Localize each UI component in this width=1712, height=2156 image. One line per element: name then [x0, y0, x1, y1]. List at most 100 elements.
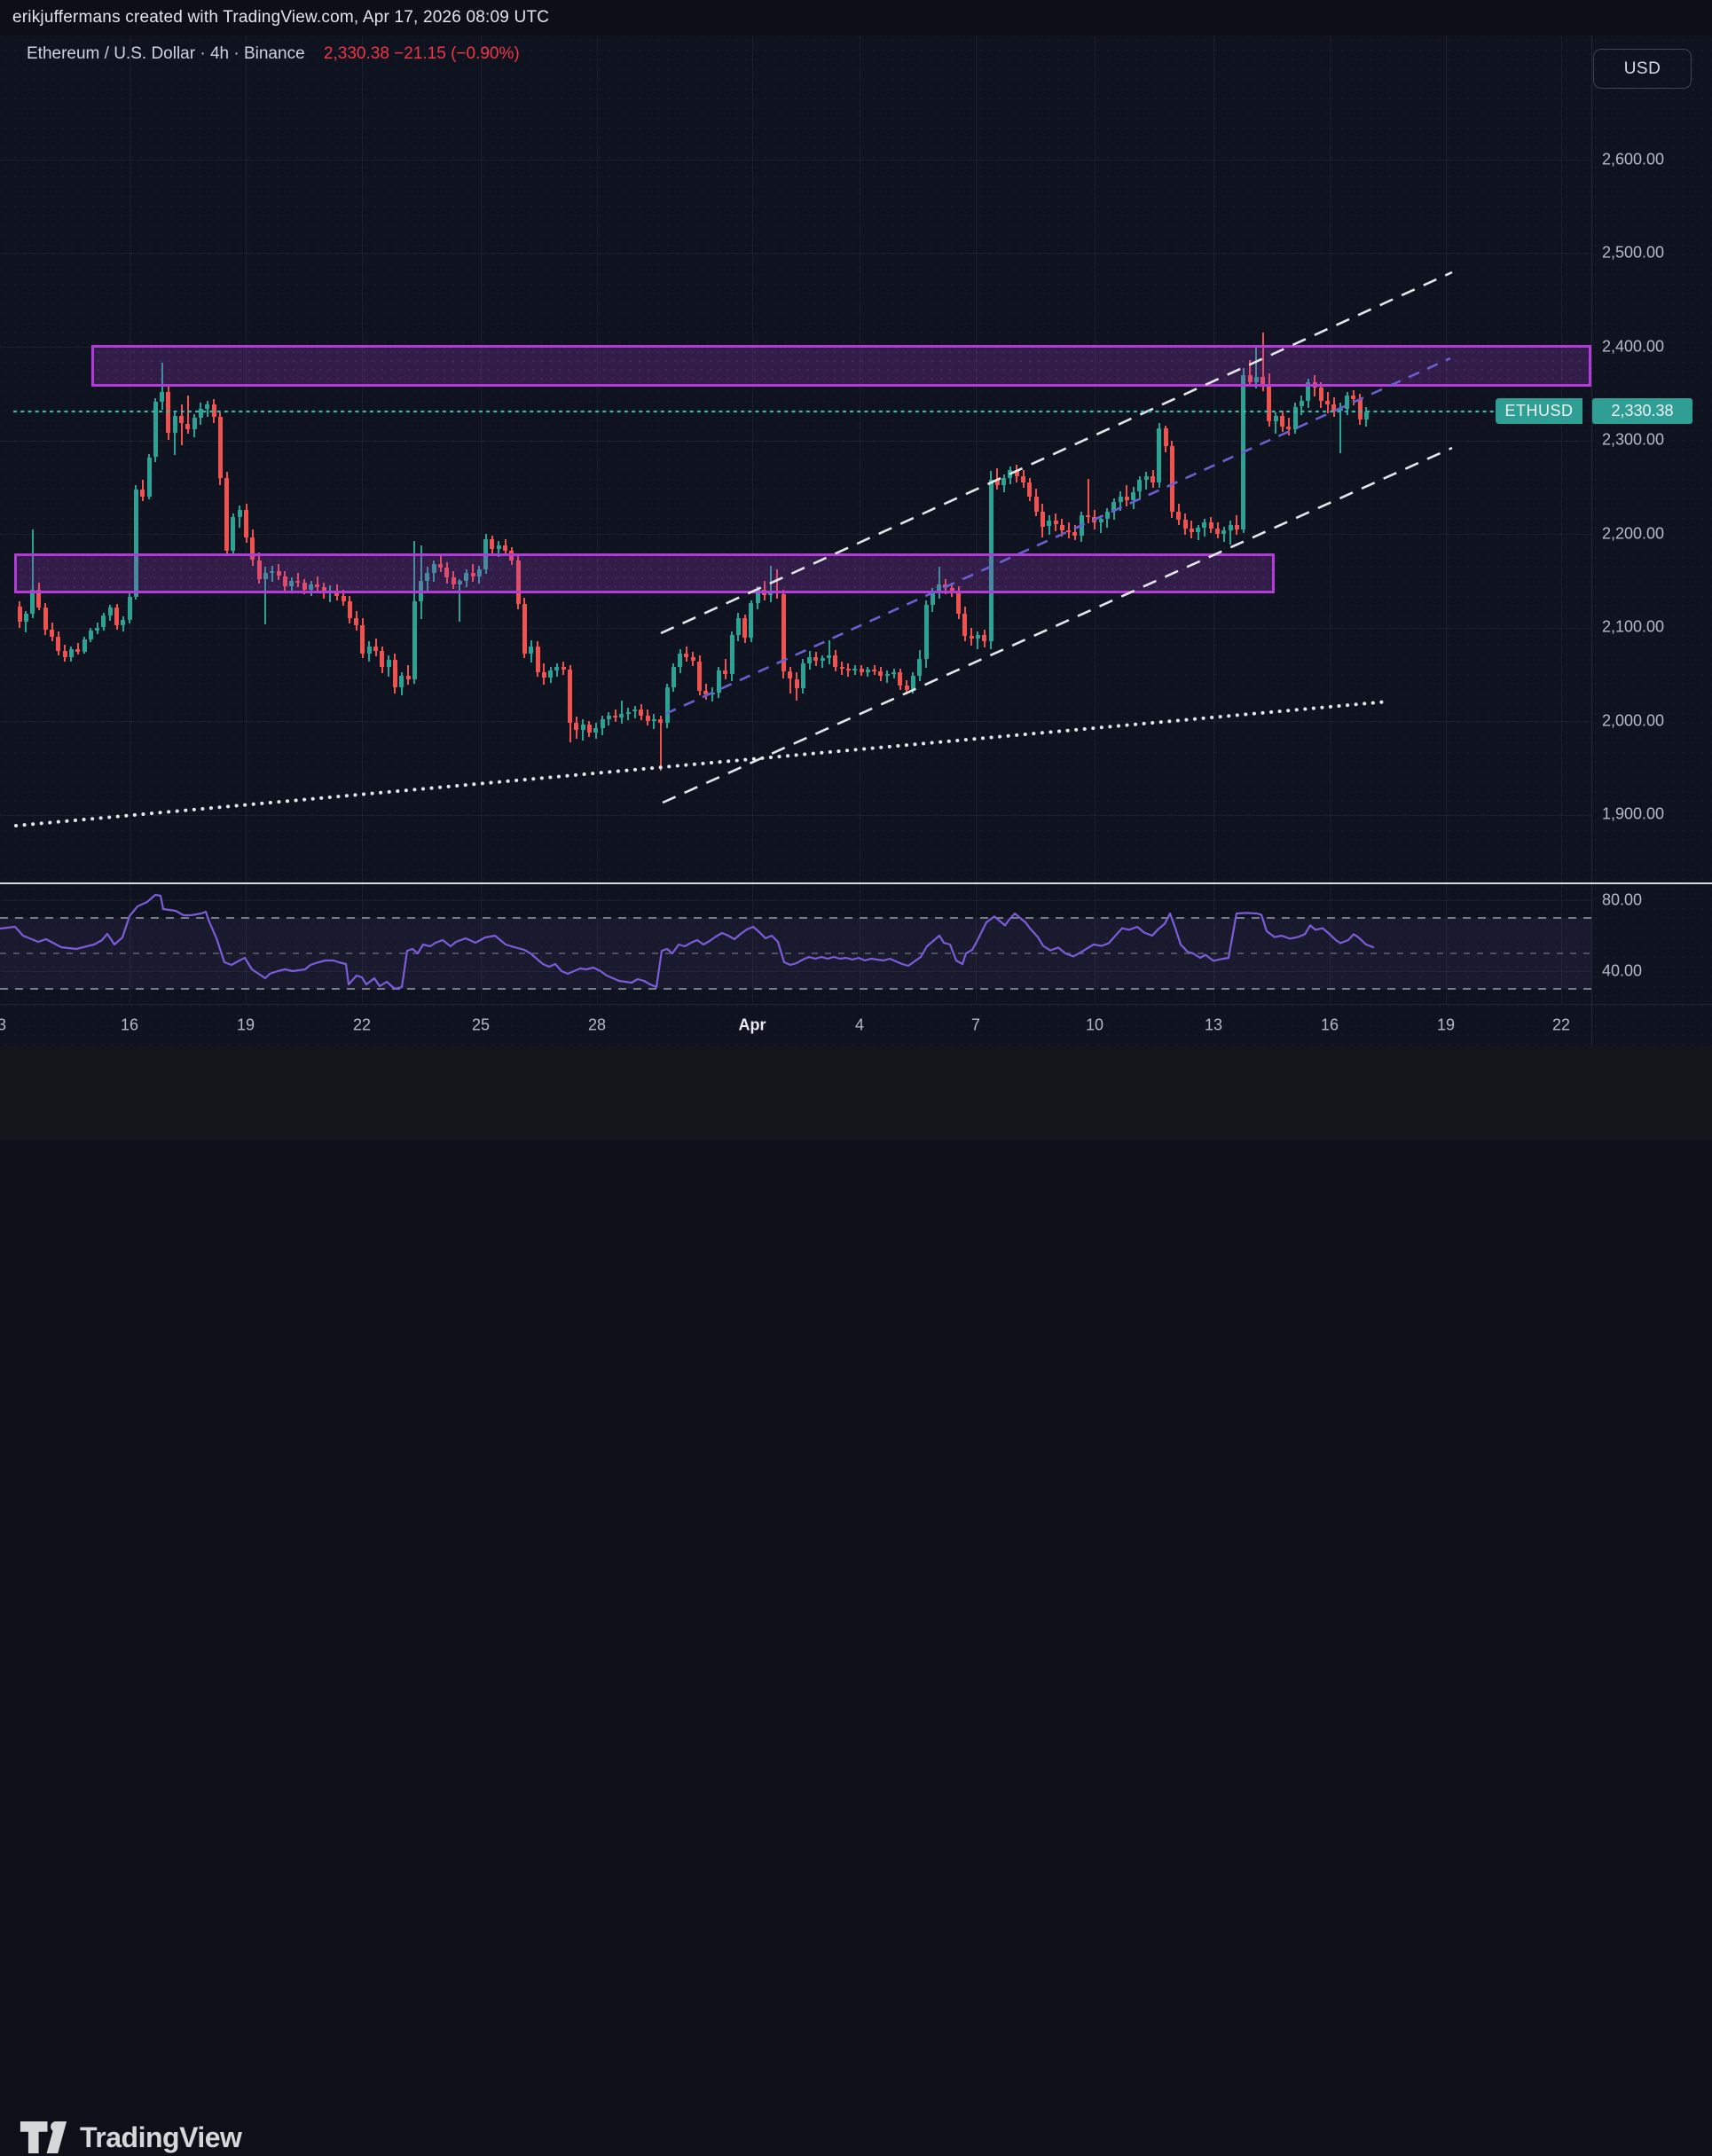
candle-body: [716, 670, 721, 694]
candle-body: [1092, 517, 1097, 523]
chart-canvas[interactable]: [0, 35, 1712, 1047]
candle-body: [586, 725, 592, 733]
candle-wick: [653, 713, 656, 730]
candle-body: [160, 391, 165, 403]
candle-wick: [296, 573, 299, 588]
candle-body: [807, 657, 813, 663]
supply-zone[interactable]: [91, 345, 1591, 387]
candle-body: [1033, 496, 1039, 512]
candle-body: [1215, 528, 1220, 534]
currency-usd-button[interactable]: USD: [1593, 49, 1692, 89]
candle-body: [1280, 416, 1284, 427]
candle-body: [671, 666, 676, 687]
candle-body: [619, 713, 624, 717]
candle-body: [982, 634, 987, 642]
rsi-axis-label: 40.00: [1602, 961, 1643, 980]
candle-body: [1131, 491, 1136, 500]
time-axis-label: Apr: [738, 1015, 766, 1034]
time-axis-label: 19: [1436, 1015, 1456, 1034]
rsi-axis-label: 80.00: [1602, 890, 1643, 909]
candle-body: [1169, 445, 1174, 512]
candle-body: [380, 650, 385, 667]
candle-wick: [633, 706, 636, 718]
candle-body: [962, 613, 968, 636]
candle-body: [923, 605, 929, 660]
candle-body: [729, 634, 734, 675]
candle-body: [1111, 502, 1117, 512]
candle-wick: [180, 404, 183, 445]
demand-zone[interactable]: [14, 553, 1275, 593]
candle-body: [1176, 511, 1182, 521]
candle-wick: [206, 401, 208, 418]
candle-body: [1027, 482, 1033, 497]
candle-body: [1286, 426, 1292, 429]
candle-wick: [472, 563, 474, 582]
time-axis-label: 4: [854, 1015, 865, 1034]
candle-body: [651, 718, 656, 721]
tradingview-logo-text: TradingView: [80, 2121, 242, 2153]
candle-body: [146, 457, 152, 497]
rsi-level-70-line: [0, 917, 1591, 919]
candle-body: [561, 666, 566, 670]
candle-body: [1351, 395, 1356, 400]
symbol-legend[interactable]: Ethereum / U.S. Dollar · 4h · Binance 2,…: [27, 44, 520, 64]
candle-body: [1163, 427, 1168, 446]
candle-body: [192, 418, 197, 429]
candle-body: [198, 408, 203, 419]
candle-body: [994, 479, 1000, 486]
candle-body: [217, 417, 223, 478]
candle-wick: [627, 708, 630, 720]
candle-body: [179, 416, 184, 424]
candle-body: [859, 668, 864, 673]
candle-body: [399, 676, 404, 688]
candle-body: [431, 563, 436, 574]
candle-body: [645, 715, 650, 721]
candle-body: [88, 630, 93, 640]
candle-wick: [620, 700, 623, 725]
candle-body: [910, 676, 915, 691]
price-axis-border: [1591, 35, 1592, 1047]
candle-body: [1008, 470, 1013, 478]
tradingview-logo[interactable]: TradingView: [20, 2119, 242, 2156]
candle-body: [845, 668, 851, 670]
candle-body: [490, 539, 495, 549]
candle-wick: [264, 566, 267, 625]
candle-body: [30, 590, 35, 614]
price-axis-label: 2,000.00: [1602, 711, 1665, 730]
candle-wick: [977, 631, 979, 649]
candle-body: [412, 601, 417, 679]
gridline-vertical: [1446, 35, 1447, 1004]
gridline-vertical: [481, 35, 482, 1004]
gridline-vertical: [1561, 35, 1562, 1004]
price-axis-label: 1,900.00: [1602, 804, 1665, 823]
candle-body: [541, 672, 546, 678]
candle-body: [1104, 511, 1110, 520]
rsi-level-50-line: [0, 953, 1591, 954]
candle-body: [1157, 427, 1162, 482]
candle-body: [464, 573, 469, 581]
candle-body: [781, 593, 786, 672]
candle-body: [185, 423, 191, 429]
candle-body: [574, 723, 579, 731]
candle-wick: [407, 664, 409, 685]
symbol-description[interactable]: Ethereum / U.S. Dollar · 4h · Binance: [27, 44, 305, 63]
pane-separator[interactable]: [0, 882, 1712, 884]
candle-wick: [886, 670, 889, 683]
candle-body: [95, 627, 100, 631]
candle-body: [82, 639, 87, 652]
candle-body: [878, 671, 883, 677]
candle-body: [1241, 374, 1246, 529]
candle-body: [522, 604, 527, 654]
candle-body: [820, 658, 825, 662]
candle-wick: [659, 715, 662, 771]
time-axis-label: 22: [1551, 1015, 1571, 1034]
candle-body: [75, 648, 81, 652]
gridline-horizontal: [0, 721, 1591, 722]
candle-body: [444, 568, 450, 577]
time-axis-label: 28: [587, 1015, 607, 1034]
current-price-tag-value: 2,330.38: [1592, 398, 1692, 424]
candle-body: [1118, 496, 1123, 503]
candle-body: [107, 608, 113, 615]
gridline-vertical: [362, 35, 363, 1004]
candle-body: [749, 603, 754, 639]
